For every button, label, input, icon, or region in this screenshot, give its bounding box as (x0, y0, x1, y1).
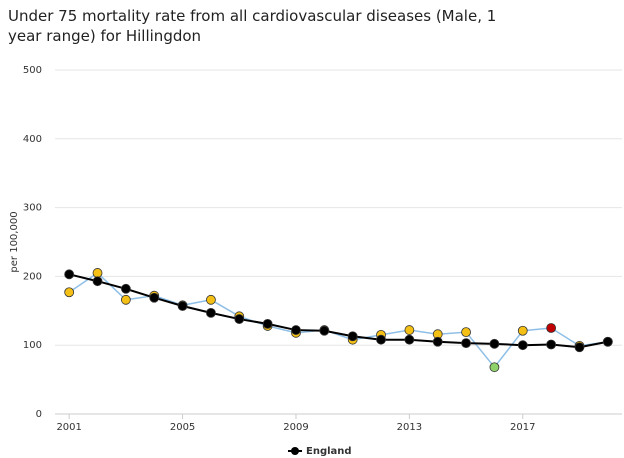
data-point (517, 340, 528, 351)
y-tick-label: 0 (36, 409, 42, 420)
data-point (461, 327, 471, 338)
data-point (206, 307, 216, 318)
data-point (177, 301, 188, 311)
y-tick-label: 400 (23, 134, 42, 145)
data-point (234, 314, 245, 324)
y-axis-label: per 100,000 (9, 211, 20, 272)
series-line (68, 272, 608, 369)
y-tick-label: 500 (23, 65, 42, 76)
data-point (120, 294, 131, 305)
data-point (92, 276, 103, 287)
data-point (489, 362, 500, 373)
data-point (92, 268, 103, 278)
data-point (404, 325, 415, 335)
x-tick-label: 2013 (397, 422, 422, 433)
data-point (546, 323, 557, 333)
x-tick-label: 2009 (283, 422, 308, 433)
x-tick-label: 2001 (56, 422, 81, 433)
data-point (546, 339, 557, 350)
data-point (489, 338, 500, 349)
legend-marker (291, 447, 299, 455)
y-tick-label: 100 (23, 340, 42, 351)
data-point (574, 342, 585, 353)
data-point (206, 294, 216, 305)
y-tick-label: 300 (23, 203, 42, 214)
data-point (461, 338, 471, 349)
legend-label: England (306, 446, 352, 457)
chart-title: Under 75 mortality rate from all cardiov… (8, 7, 497, 45)
data-point (64, 287, 75, 298)
data-point (262, 318, 273, 329)
x-tick-label: 2017 (510, 422, 535, 433)
y-tick-label: 200 (23, 271, 42, 282)
data-point (120, 283, 131, 294)
data-point (291, 325, 301, 335)
data-point (319, 325, 330, 336)
data-point (149, 292, 160, 303)
data-point (64, 269, 75, 280)
data-point (404, 334, 415, 345)
data-point (432, 336, 443, 347)
series-line (68, 273, 609, 349)
data-point (347, 331, 358, 342)
x-tick-label: 2005 (170, 422, 195, 433)
data-point (517, 325, 528, 336)
data-point (602, 336, 613, 347)
data-point (376, 334, 386, 345)
